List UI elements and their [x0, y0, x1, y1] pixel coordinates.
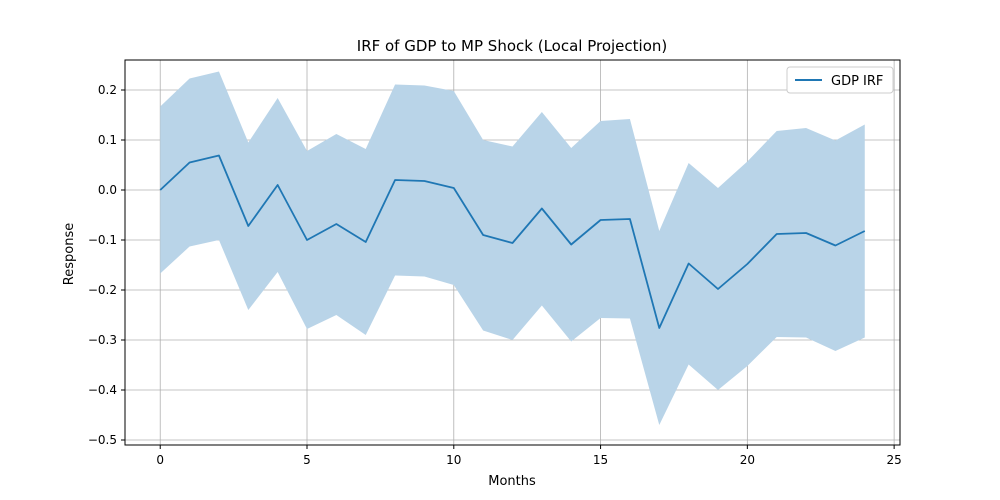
- series-line-gdp-irf: [159, 154, 866, 329]
- legend-box: [786, 66, 894, 94]
- y-tick-label: −0.3: [88, 333, 117, 347]
- plot-frame: [124, 59, 901, 446]
- x-tick-label: 15: [593, 453, 608, 467]
- x-tick-label: 0: [156, 453, 164, 467]
- y-tick-label: −0.5: [88, 433, 117, 447]
- x-axis-ticks: 0 5 10 15 20 25: [156, 445, 902, 467]
- y-tick-label: −0.2: [88, 283, 117, 297]
- y-axis-ticks: −0.5 −0.4 −0.3 −0.2 −0.1 0.0 0.1 0.2: [88, 83, 125, 447]
- y-axis-label: Response: [62, 223, 77, 285]
- legend: GDP IRF: [786, 66, 894, 94]
- confidence-band: [160, 71, 865, 425]
- y-tick-label: 0.2: [98, 83, 117, 97]
- y-tick-label: −0.4: [88, 383, 117, 397]
- chart-title: IRF of GDP to MP Shock (Local Projection…: [357, 37, 667, 55]
- x-tick-label: 5: [303, 453, 311, 467]
- x-axis-label: Months: [488, 474, 536, 489]
- x-tick-label: 10: [446, 453, 461, 467]
- y-tick-label: 0.0: [98, 183, 117, 197]
- confidence-band-area: [160, 71, 865, 425]
- legend-label-gdp-irf: GDP IRF: [831, 74, 883, 89]
- x-tick-label: 20: [740, 453, 755, 467]
- series-lines: [159, 154, 866, 329]
- y-tick-label: 0.1: [98, 133, 117, 147]
- x-tick-label: 25: [886, 453, 901, 467]
- y-tick-label: −0.1: [88, 233, 117, 247]
